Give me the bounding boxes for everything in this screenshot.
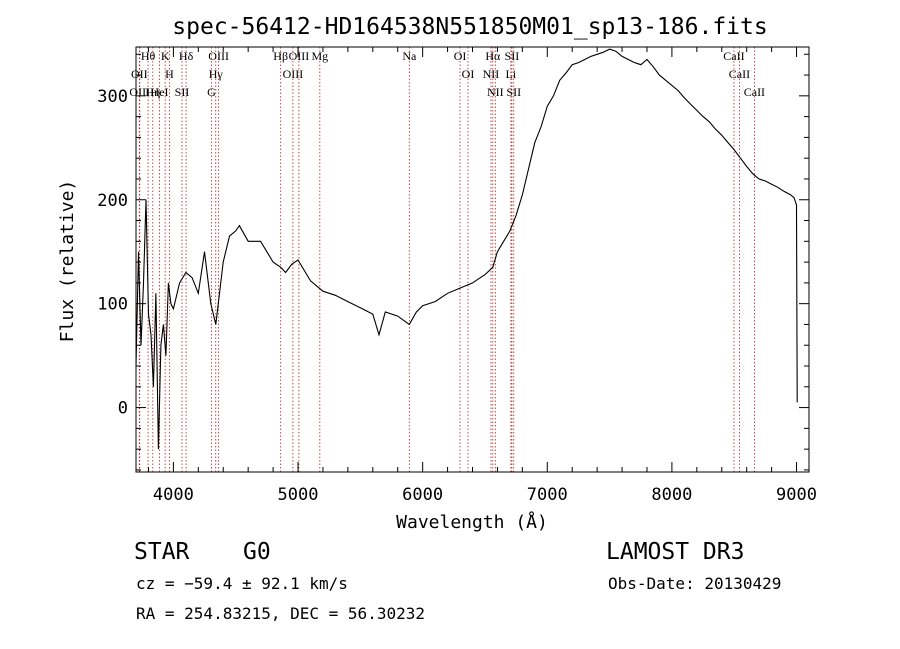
spectral-line-markers [139,47,754,472]
line-label-21: NII [487,85,504,99]
line-label-4: H [165,67,174,81]
line-label-26: CaII [729,67,750,81]
line-label-18: OI [462,67,475,81]
line-label-19: Hα [485,49,501,63]
chart-title: spec-56412-HD164538N551850M01_sp13-186.f… [172,14,767,40]
spectrum-line [136,49,797,449]
spectral-subclass: G0 [243,539,271,565]
x-tick-label-4: 8000 [651,485,692,505]
line-label-1: OII [131,67,148,81]
line-label-16: Na [402,49,417,63]
line-label-15: Mg [311,49,328,63]
obs-date: Obs-Date: 20130429 [608,574,781,593]
x-tick-label-3: 7000 [527,485,568,505]
x-tick-label-2: 6000 [402,485,443,505]
line-label-10: Hγ [209,67,224,81]
y-tick-label-0: 0 [118,399,128,419]
x-tick-label-5: 9000 [776,485,817,505]
line-label-23: Li [506,67,517,81]
coordinates: RA = 254.83215, DEC = 56.30232 [136,604,425,623]
y-axis-label: Flux (relative) [57,180,78,343]
line-label-8: Hδ [179,49,194,63]
plot-frame [136,47,809,472]
line-label-20: NII [483,67,500,81]
y-tick-label-2: 200 [97,191,128,211]
line-label-3: K [161,49,170,63]
axes: 4000 5000 6000 7000 8000 9000 0 100 200 300 [97,47,817,505]
line-label-12: OIII [289,49,310,63]
survey-name: LAMOST DR3 [606,539,744,565]
line-label-24: SII [506,85,521,99]
redshift-readout: cz = −59.4 ± 92.1 km/s [136,574,348,593]
y-tick-label-3: 300 [97,87,128,107]
line-label-22: SII [505,49,520,63]
line-label-27: CaII [744,85,765,99]
line-label-13: OIII [283,67,304,81]
line-label-25: CaII [723,49,744,63]
line-label-6: Hη [145,85,160,99]
x-tick-label-0: 4000 [153,485,194,505]
line-label-17: OI [454,49,467,63]
x-axis-label: Wavelength (Å) [396,511,548,533]
line-label-7: SII [175,85,190,99]
y-tick-label-1: 100 [97,295,128,315]
line-label-14: Hβ [273,49,288,63]
line-label-11: G [207,85,216,99]
line-label-9: OIII [208,49,229,63]
object-type: STAR [134,539,189,565]
x-tick-label-1: 5000 [278,485,319,505]
